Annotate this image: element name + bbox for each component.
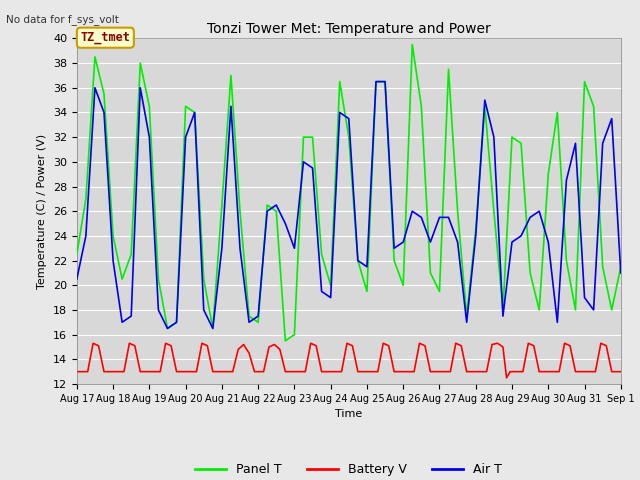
- Air T: [381, 79, 389, 84]
- Air T: [191, 109, 198, 115]
- Battery V: [519, 369, 527, 374]
- Air T: [73, 276, 81, 282]
- Panel T: [617, 264, 625, 270]
- Text: TZ_tmet: TZ_tmet: [81, 31, 131, 44]
- Legend: Panel T, Battery V, Air T: Panel T, Battery V, Air T: [190, 458, 508, 480]
- Line: Battery V: Battery V: [77, 343, 621, 378]
- Y-axis label: Temperature (C) / Power (V): Temperature (C) / Power (V): [37, 133, 47, 289]
- X-axis label: Time: Time: [335, 409, 362, 419]
- Title: Tonzi Tower Met: Temperature and Power: Tonzi Tower Met: Temperature and Power: [207, 22, 491, 36]
- Panel T: [282, 338, 289, 344]
- Battery V: [503, 375, 511, 381]
- Air T: [617, 270, 625, 276]
- Panel T: [182, 103, 189, 109]
- Battery V: [591, 369, 599, 374]
- Text: No data for f_sys_volt: No data for f_sys_volt: [6, 14, 119, 25]
- Panel T: [563, 258, 570, 264]
- Air T: [563, 178, 570, 183]
- Panel T: [200, 276, 207, 282]
- Panel T: [372, 79, 380, 84]
- Panel T: [73, 252, 81, 257]
- Air T: [372, 79, 380, 84]
- Line: Air T: Air T: [77, 82, 621, 328]
- Battery V: [73, 369, 81, 374]
- Battery V: [566, 343, 574, 348]
- Panel T: [408, 42, 416, 48]
- Battery V: [493, 340, 501, 346]
- Air T: [417, 215, 425, 220]
- Panel T: [417, 103, 425, 109]
- Panel T: [263, 202, 271, 208]
- Air T: [164, 325, 172, 331]
- Battery V: [245, 350, 253, 356]
- Air T: [209, 325, 216, 331]
- Battery V: [617, 369, 625, 374]
- Battery V: [89, 340, 97, 346]
- Battery V: [468, 369, 476, 374]
- Air T: [273, 202, 280, 208]
- Line: Panel T: Panel T: [77, 45, 621, 341]
